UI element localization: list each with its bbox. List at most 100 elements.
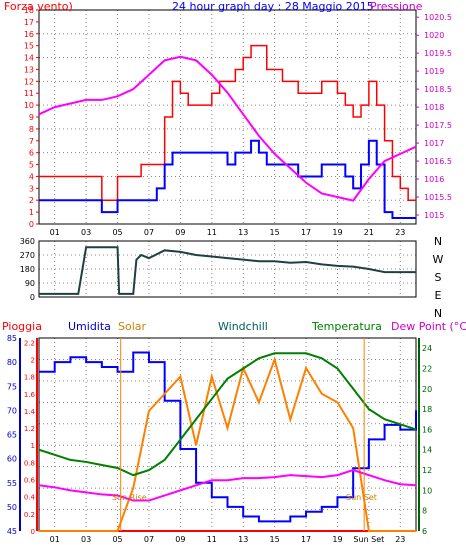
- temp-tick-label: 12: [422, 466, 432, 475]
- x-tick-label: 17: [301, 535, 311, 544]
- pressure-tick-label: 1016.5: [424, 157, 452, 166]
- pressure-tick-label: 1017.5: [424, 121, 452, 130]
- wind-speed-line: [39, 139, 416, 220]
- temp-tick-label: 8: [422, 507, 427, 516]
- wind-tick-label: 17: [24, 18, 34, 27]
- panel1-left-label: Forza vento): [4, 0, 73, 13]
- solar-line: [39, 356, 416, 532]
- wind-tick-label: 0: [29, 220, 34, 229]
- humidity-tick-label: 85: [7, 334, 17, 343]
- x-tick-label: 15: [270, 535, 280, 544]
- x-tick-label: 01: [50, 535, 60, 544]
- pressure-tick-label: 1019.5: [424, 49, 452, 58]
- temp-tick-label: 20: [422, 385, 432, 394]
- compass-label: S: [435, 271, 442, 284]
- rain-tick-label: 0.4: [24, 494, 36, 502]
- wind-tick-label: 5: [29, 161, 34, 170]
- wind-tick-label: 10: [24, 101, 34, 110]
- x-tick-label: 19: [332, 535, 342, 544]
- compass-label: W: [433, 253, 444, 266]
- wind-tick-label: 8: [29, 125, 34, 134]
- panel2-grid: [39, 241, 416, 297]
- pressure-tick-label: 1017: [424, 139, 444, 148]
- direction-tick-label: 0: [30, 293, 35, 302]
- panel3-grid: [39, 338, 416, 531]
- wind-tick-label: 18: [24, 6, 34, 15]
- temp-tick-label: 16: [422, 425, 432, 434]
- x-tick-label: 05: [112, 228, 122, 237]
- x-tick-label: 11: [207, 228, 217, 237]
- pressure-tick-label: 1018: [424, 103, 444, 112]
- x-tick-label: 03: [81, 228, 91, 237]
- pressure-tick-label: 1020.5: [424, 13, 452, 22]
- temp-tick-label: 6: [422, 527, 427, 536]
- panel1-axes: 012345678910111213141516171810151015.510…: [24, 6, 452, 237]
- panel1-series: [38, 44, 417, 220]
- temp-tick-label: 14: [422, 446, 432, 455]
- x-tick-label: 11: [207, 535, 217, 544]
- x-tick-label: 03: [81, 535, 91, 544]
- rain-tick-label: 1.4: [24, 408, 36, 416]
- panel3-axes: 0 0.2 0.4 0.6 0.8 1 1.2 1.4 1.6 1.8 2 2.2 45 50 55 60 65…: [7, 334, 432, 544]
- sunrise-annotation: Sun Rise: [112, 493, 147, 502]
- wind-tick-label: 9: [29, 113, 34, 122]
- panel3-rain-label: Pioggia: [2, 320, 42, 333]
- panel2-axes: 0 90 180 270 360: [20, 237, 35, 302]
- pressure-tick-label: 1016: [424, 175, 444, 184]
- panel3-windchill-label: Windchill: [218, 320, 268, 333]
- rain-tick-label: 1.6: [24, 391, 36, 399]
- temp-tick-label: 22: [422, 364, 432, 373]
- humidity-tick-label: 75: [7, 382, 17, 391]
- wind-tick-label: 13: [24, 65, 34, 74]
- compass-label: N: [434, 307, 442, 320]
- x-tick-label: Sun Set: [353, 535, 384, 544]
- rain-tick-label: 0.6: [24, 477, 36, 485]
- humidity-tick-label: 70: [7, 406, 17, 415]
- wind-direction-line: [39, 246, 416, 295]
- panel3-humidity-label: Umidita: [68, 320, 111, 333]
- direction-tick-label: 180: [20, 265, 35, 274]
- humidity-tick-label: 55: [7, 479, 17, 488]
- x-tick-label: 23: [395, 535, 405, 544]
- panel2-series: [39, 246, 416, 295]
- rain-tick-label: 1.8: [24, 374, 35, 382]
- x-tick-label: 09: [175, 228, 185, 237]
- direction-tick-label: 360: [20, 237, 35, 246]
- pressure-line: [38, 55, 417, 202]
- humidity-tick-label: 60: [7, 455, 17, 464]
- temp-tick-label: 18: [422, 405, 432, 414]
- pressure-tick-label: 1018.5: [424, 85, 452, 94]
- direction-tick-label: 270: [20, 251, 35, 260]
- humidity-tick-label: 45: [7, 527, 17, 536]
- panel1-right-label: Pressione: [370, 0, 423, 13]
- rain-tick-label: 0: [31, 528, 35, 536]
- rain-tick-label: 2: [31, 356, 35, 364]
- wind-tick-label: 14: [24, 54, 34, 63]
- x-tick-label: 05: [112, 535, 122, 544]
- x-tick-label: 23: [395, 228, 405, 237]
- compass-label: N: [434, 235, 442, 248]
- wind-tick-label: 7: [29, 137, 34, 146]
- wind-tick-label: 12: [24, 77, 34, 86]
- wind-tick-label: 16: [24, 30, 34, 39]
- rain-tick-label: 0.2: [24, 511, 35, 519]
- humidity-line: [39, 351, 417, 523]
- humidity-tick-label: 80: [7, 358, 17, 367]
- x-tick-label: 01: [50, 228, 60, 237]
- humidity-tick-label: 65: [7, 431, 17, 440]
- wind-tick-label: 15: [24, 42, 34, 51]
- wind-tick-label: 2: [29, 196, 34, 205]
- x-tick-label: 07: [144, 228, 154, 237]
- temp-tick-label: 10: [422, 486, 432, 495]
- compass-label: E: [435, 289, 442, 302]
- panel3-dewpoint-label: Dew Point (°C): [391, 320, 466, 333]
- x-tick-label: 07: [144, 535, 154, 544]
- panel3-temp-label: Temperatura: [311, 320, 382, 333]
- x-tick-label: 17: [301, 228, 311, 237]
- wind-tick-label: 4: [29, 172, 34, 181]
- rain-tick-label: 2.2: [24, 339, 35, 347]
- panel2-frame: [38, 240, 417, 298]
